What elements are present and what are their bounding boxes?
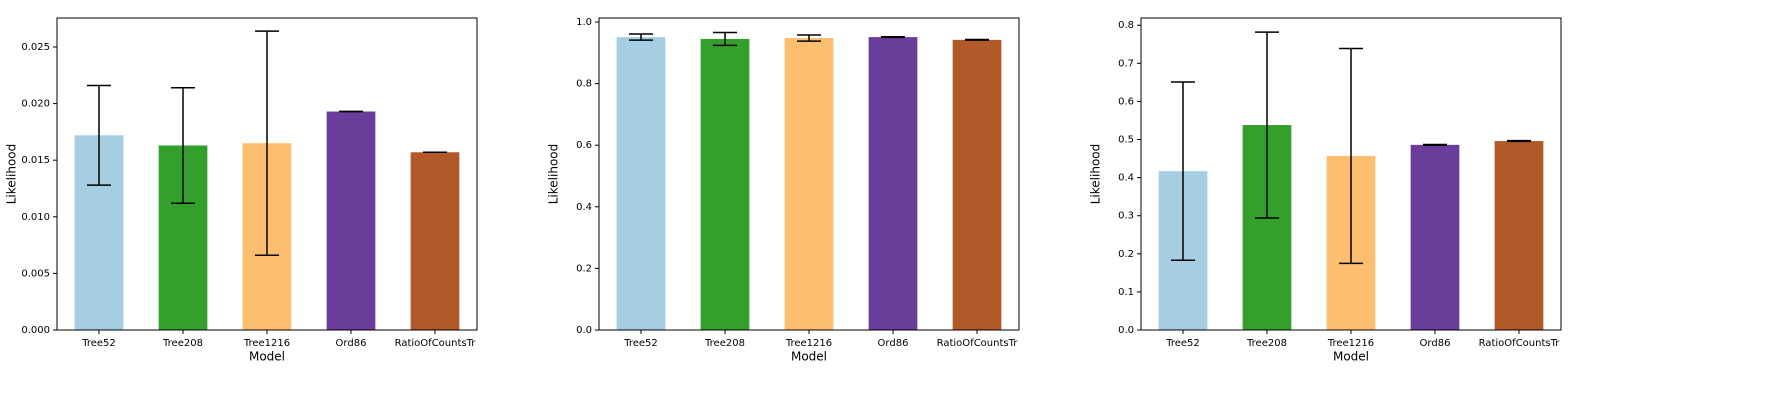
- bar: [326, 111, 376, 331]
- x-tick-label: Tree1216: [243, 338, 290, 349]
- y-tick-label: 0.4: [1118, 173, 1134, 184]
- bar: [616, 37, 666, 330]
- x-tick-label: Tree208: [704, 338, 745, 349]
- y-tick-label: 0.3: [1118, 211, 1134, 222]
- y-tick-label: 0.025: [21, 42, 50, 53]
- y-tick-label: 0.015: [21, 155, 50, 166]
- y-tick-label: 0.010: [21, 212, 50, 223]
- y-tick-label: 0.6: [1118, 96, 1134, 107]
- x-axis-label: Model: [249, 350, 285, 364]
- bar: [410, 152, 460, 330]
- bar: [868, 37, 918, 330]
- y-tick-label: 0.1: [1118, 287, 1134, 298]
- x-tick-label: Tree52: [81, 338, 116, 349]
- y-tick-label: 1.0: [576, 17, 592, 28]
- y-tick-label: 0.8: [1118, 20, 1134, 31]
- x-tick-label: Ord86: [1420, 338, 1451, 349]
- x-axis-label: Model: [1333, 350, 1369, 364]
- bar: [1494, 141, 1544, 330]
- bar: [784, 38, 834, 330]
- x-tick-label: Tree208: [162, 338, 203, 349]
- x-axis-label: Model: [791, 350, 827, 364]
- bar: [700, 38, 750, 331]
- bar: [952, 39, 1002, 331]
- y-tick-label: 0.4: [576, 202, 592, 213]
- plot-frame: [1140, 17, 1562, 331]
- x-tick-label: Tree52: [1165, 338, 1200, 349]
- y-tick-label: 0.2: [576, 263, 592, 274]
- x-tick-label: Tree208: [1246, 338, 1287, 349]
- plot-frame: [56, 17, 478, 331]
- y-tick-label: 0.020: [21, 99, 50, 110]
- x-tick-label: Ord86: [878, 338, 909, 349]
- x-tick-label: RatioOfCountsTr: [395, 338, 477, 349]
- y-tick-label: 0.0: [576, 325, 592, 336]
- y-axis-label: Likelihood: [5, 144, 19, 205]
- y-tick-label: 0.000: [21, 325, 50, 336]
- y-axis-label: Likelihood: [547, 144, 561, 205]
- y-tick-label: 0.005: [21, 268, 50, 279]
- y-axis-label: Likelihood: [1089, 144, 1103, 205]
- x-tick-label: RatioOfCountsTr: [937, 338, 1019, 349]
- x-tick-label: Ord86: [336, 338, 367, 349]
- y-tick-label: 0.6: [576, 140, 592, 151]
- x-tick-label: Tree52: [623, 338, 658, 349]
- x-tick-label: Tree1216: [785, 338, 832, 349]
- y-tick-label: 0.2: [1118, 249, 1134, 260]
- y-tick-label: 0.7: [1118, 58, 1134, 69]
- plot-frame: [598, 17, 1020, 331]
- y-tick-label: 0.5: [1118, 135, 1134, 146]
- x-tick-label: RatioOfCountsTr: [1479, 338, 1561, 349]
- bar: [1410, 144, 1460, 330]
- y-tick-label: 0.8: [576, 79, 592, 90]
- y-tick-label: 0.0: [1118, 325, 1134, 336]
- x-tick-label: Tree1216: [1327, 338, 1374, 349]
